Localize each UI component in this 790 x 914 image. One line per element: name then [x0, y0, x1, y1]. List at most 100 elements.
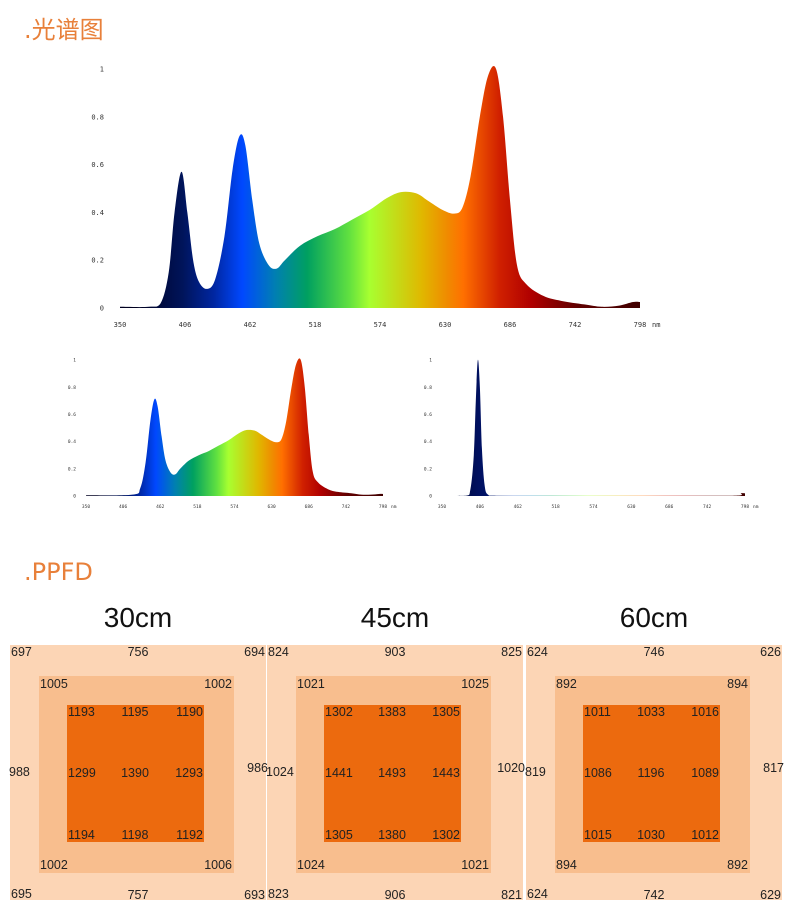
inner-value: 1193 — [68, 705, 95, 719]
x-tick-label: 518 — [552, 504, 560, 510]
spectrum-area — [86, 358, 383, 496]
inner-value: 1016 — [691, 705, 719, 719]
y-tick-label: 0 — [100, 304, 104, 312]
x-tick-label: 462 — [244, 321, 257, 329]
x-tick-label: 686 — [665, 504, 673, 510]
outer-value: 986 — [247, 761, 268, 775]
inner-value: 1493 — [378, 766, 406, 780]
outer-value: 906 — [384, 888, 406, 902]
inner-value: 1033 — [637, 705, 665, 719]
outer-value: 819 — [525, 765, 546, 779]
x-tick-label: 406 — [179, 321, 192, 329]
x-tick-label: 406 — [476, 504, 484, 510]
inner-value: 1086 — [584, 766, 612, 780]
outer-value: 694 — [244, 645, 265, 659]
x-tick-label: 630 — [268, 504, 276, 510]
height-label: 45cm — [360, 602, 430, 633]
y-tick-label: 0.2 — [68, 466, 76, 472]
y-tick-label: 0.6 — [68, 412, 76, 418]
y-tick-label: 0.8 — [91, 113, 104, 121]
x-unit-label: nm — [391, 505, 397, 510]
inner-value: 1190 — [176, 705, 203, 719]
y-tick-label: 0 — [73, 494, 76, 500]
y-tick-label: 0.8 — [68, 385, 76, 391]
x-tick-label: 798 — [741, 504, 749, 510]
y-tick-label: 0.6 — [91, 161, 104, 169]
height-label: 30cm — [103, 602, 173, 633]
outer-value: 1024 — [266, 765, 294, 779]
x-unit-label: nm — [652, 321, 660, 329]
inner-value: 1390 — [121, 766, 149, 780]
outer-value: 695 — [11, 887, 32, 901]
inner-value: 1198 — [121, 828, 149, 842]
outer-value: 988 — [9, 765, 30, 779]
spectrum-chart-3: 0 0.2 0.4 0.6 0.8 1 350 406 462 518 574 630 686 742 79… — [424, 358, 759, 510]
x-tick-label: 518 — [193, 504, 201, 510]
x-tick-label: 462 — [514, 504, 522, 510]
x-tick-label: 686 — [305, 504, 313, 510]
outer-value: 697 — [11, 645, 32, 659]
inner-value: 1302 — [432, 828, 460, 842]
inner-value: 1030 — [637, 828, 665, 842]
outer-value: 624 — [527, 887, 548, 901]
ppfd-grid-60cm: 624 746 626 819 817 624 742 629 892 894 894 892 1011… — [525, 645, 784, 902]
x-tick-label: 574 — [589, 504, 597, 510]
middle-value: 894 — [556, 858, 577, 872]
outer-value: 824 — [268, 645, 289, 659]
height-label: 60cm — [619, 602, 689, 633]
inner-value: 1196 — [637, 766, 665, 780]
inner-value: 1302 — [325, 705, 353, 719]
inner-value: 1015 — [584, 828, 612, 842]
inner-value: 1441 — [325, 766, 353, 780]
outer-value: 626 — [760, 645, 781, 659]
outer-value: 817 — [763, 761, 784, 775]
y-tick-label: 0.6 — [424, 412, 432, 418]
outer-value: 823 — [268, 887, 289, 901]
x-tick-label: 574 — [230, 504, 238, 510]
outer-value: 693 — [244, 888, 265, 902]
x-tick-label: 518 — [309, 321, 322, 329]
x-tick-label: 686 — [504, 321, 517, 329]
y-tick-label: 0.4 — [91, 209, 104, 217]
inner-value: 1293 — [175, 766, 203, 780]
middle-value: 1002 — [204, 677, 232, 691]
outer-value: 825 — [501, 645, 522, 659]
inner-value: 1383 — [378, 705, 406, 719]
inner-value: 1305 — [432, 705, 460, 719]
outer-value: 821 — [501, 888, 522, 902]
outer-value: 1020 — [497, 761, 525, 775]
ppfd-grid-45cm: 824 903 825 1024 1020 823 906 821 1021 1025 1024 10… — [266, 645, 525, 902]
y-tick-label: 0.2 — [91, 257, 104, 265]
inner-zone: 1302 1383 1305 1441 1493 1443 1305 1380 1302 — [324, 705, 461, 842]
ppfd-heading: .PPFD — [24, 558, 93, 586]
middle-value: 1005 — [40, 677, 68, 691]
x-unit-label: nm — [753, 505, 759, 510]
y-tick-label: 0.8 — [424, 385, 432, 391]
y-tick-label: 1 — [100, 65, 104, 73]
y-tick-label: 0.2 — [424, 466, 432, 472]
spectrum-chart-1: 0 0.2 0.4 0.6 0.8 1 350 406 462 518 574 630 686 742 79… — [91, 65, 660, 329]
inner-zone: 1193 1195 1190 1299 1390 1293 1194 1198 1192 — [67, 705, 204, 842]
y-tick-label: 0.4 — [68, 439, 76, 445]
spectrum-chart-2: 0 0.2 0.4 0.6 0.8 1 350 406 462 518 574 630 686 742 79… — [68, 358, 397, 510]
inner-value: 1380 — [378, 828, 406, 842]
x-tick-label: 574 — [374, 321, 387, 329]
outer-value: 624 — [527, 645, 548, 659]
x-tick-label: 742 — [342, 504, 350, 510]
outer-value: 757 — [127, 888, 149, 902]
x-tick-label: 350 — [114, 321, 127, 329]
middle-value: 1006 — [204, 858, 232, 872]
ppfd-grid-30cm: 697 756 694 988 986 695 757 693 1005 1002 1002 1006… — [9, 645, 268, 902]
inner-zone: 1011 1033 1016 1086 1196 1089 1015 1030 1012 — [583, 705, 720, 842]
spectrum-heading: .光谱图 — [24, 16, 104, 44]
outer-value: 756 — [127, 645, 149, 659]
middle-value: 1021 — [461, 858, 489, 872]
inner-value: 1443 — [432, 766, 460, 780]
inner-value: 1299 — [68, 766, 96, 780]
inner-value: 1194 — [68, 828, 95, 842]
middle-value: 1021 — [297, 677, 325, 691]
y-tick-label: 0 — [429, 494, 432, 500]
y-tick-label: 0.4 — [424, 439, 432, 445]
x-tick-label: 350 — [438, 504, 446, 510]
inner-value: 1012 — [691, 828, 719, 842]
